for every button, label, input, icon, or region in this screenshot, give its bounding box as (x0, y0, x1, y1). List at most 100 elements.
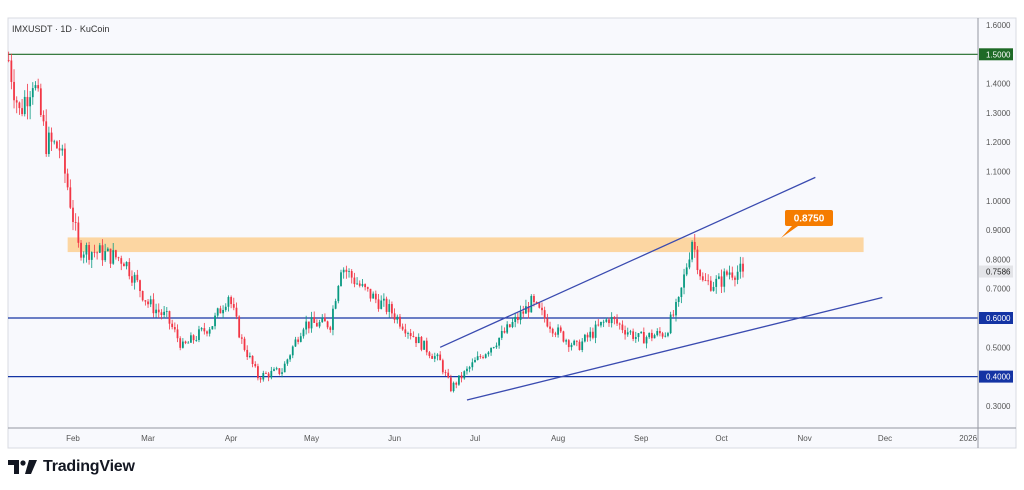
candle[interactable] (326, 320, 329, 330)
candle[interactable] (466, 366, 468, 375)
candle[interactable] (586, 332, 589, 342)
candle[interactable] (58, 140, 61, 159)
trendline-upper[interactable] (439, 176, 816, 348)
candle[interactable] (211, 326, 214, 330)
candle[interactable] (265, 371, 267, 374)
candle[interactable] (380, 295, 383, 310)
candle[interactable] (500, 325, 503, 341)
candle[interactable] (208, 327, 211, 337)
candle[interactable] (374, 290, 377, 304)
candle[interactable] (559, 325, 562, 334)
candle[interactable] (302, 327, 305, 339)
candle[interactable] (449, 374, 452, 393)
callout-badge[interactable] (785, 210, 833, 226)
candle[interactable] (345, 265, 348, 279)
candle[interactable] (656, 328, 659, 337)
candle[interactable] (10, 53, 13, 90)
candle[interactable] (324, 313, 326, 322)
candle[interactable] (567, 338, 570, 352)
candle[interactable] (248, 352, 251, 359)
candle[interactable] (530, 294, 533, 313)
candle[interactable] (273, 367, 275, 372)
candle[interactable] (53, 139, 56, 145)
candle[interactable] (88, 241, 90, 265)
candle[interactable] (575, 340, 578, 347)
candle[interactable] (551, 327, 554, 337)
candle[interactable] (372, 291, 375, 299)
candle[interactable] (726, 269, 728, 277)
candle[interactable] (45, 109, 48, 157)
candle[interactable] (332, 305, 334, 336)
candle[interactable] (128, 258, 131, 280)
candle[interactable] (214, 312, 216, 330)
candle[interactable] (181, 338, 184, 349)
candle[interactable] (570, 342, 573, 351)
candle[interactable] (557, 324, 559, 338)
candle[interactable] (305, 315, 308, 335)
candle[interactable] (541, 302, 543, 316)
candle[interactable] (168, 310, 171, 330)
candle[interactable] (353, 272, 356, 288)
candle[interactable] (463, 370, 466, 380)
candle[interactable] (85, 242, 88, 263)
candle[interactable] (645, 335, 648, 349)
candle[interactable] (109, 248, 112, 269)
candle[interactable] (34, 81, 37, 91)
candle[interactable] (299, 332, 302, 343)
candle[interactable] (447, 368, 450, 379)
candle[interactable] (415, 336, 417, 347)
candle[interactable] (508, 323, 511, 328)
candle[interactable] (391, 301, 393, 319)
candle[interactable] (238, 315, 241, 339)
candle[interactable] (479, 354, 482, 359)
candle[interactable] (377, 294, 380, 312)
candle[interactable] (155, 303, 157, 318)
candle[interactable] (257, 363, 259, 381)
candle[interactable] (114, 249, 117, 260)
candle[interactable] (412, 331, 415, 338)
candle[interactable] (610, 312, 613, 328)
candle[interactable] (476, 351, 479, 361)
candle[interactable] (90, 251, 93, 268)
candle[interactable] (232, 297, 235, 311)
candle[interactable] (696, 246, 699, 275)
candle[interactable] (157, 303, 160, 318)
candle[interactable] (616, 314, 618, 327)
candle[interactable] (15, 96, 18, 114)
candle[interactable] (516, 312, 519, 324)
candle[interactable] (618, 322, 621, 330)
candle[interactable] (431, 353, 434, 359)
candle[interactable] (369, 288, 372, 302)
candle[interactable] (297, 336, 300, 345)
candle[interactable] (163, 305, 166, 319)
candle[interactable] (64, 143, 66, 183)
candle[interactable] (393, 308, 396, 324)
candle[interactable] (640, 330, 643, 334)
candle[interactable] (26, 83, 29, 120)
candle[interactable] (731, 266, 734, 281)
candle[interactable] (712, 281, 715, 292)
candle[interactable] (600, 321, 602, 328)
candle[interactable] (47, 126, 50, 157)
candle[interactable] (340, 269, 342, 287)
candle[interactable] (605, 317, 608, 323)
candle[interactable] (270, 366, 273, 380)
candle[interactable] (192, 334, 195, 344)
candle[interactable] (669, 311, 672, 335)
candle[interactable] (216, 307, 219, 319)
candle[interactable] (39, 83, 42, 118)
candle[interactable] (452, 381, 455, 393)
candle[interactable] (72, 200, 74, 231)
candle[interactable] (358, 280, 361, 288)
candle[interactable] (742, 257, 744, 278)
candle[interactable] (589, 327, 592, 342)
candle[interactable] (562, 330, 565, 343)
candle[interactable] (734, 275, 736, 287)
candle[interactable] (634, 331, 637, 343)
candle[interactable] (254, 361, 257, 368)
candle[interactable] (259, 376, 262, 383)
candle[interactable] (13, 69, 15, 109)
resistance-zone[interactable] (67, 237, 864, 253)
candle[interactable] (511, 318, 514, 329)
candle[interactable] (310, 311, 313, 333)
